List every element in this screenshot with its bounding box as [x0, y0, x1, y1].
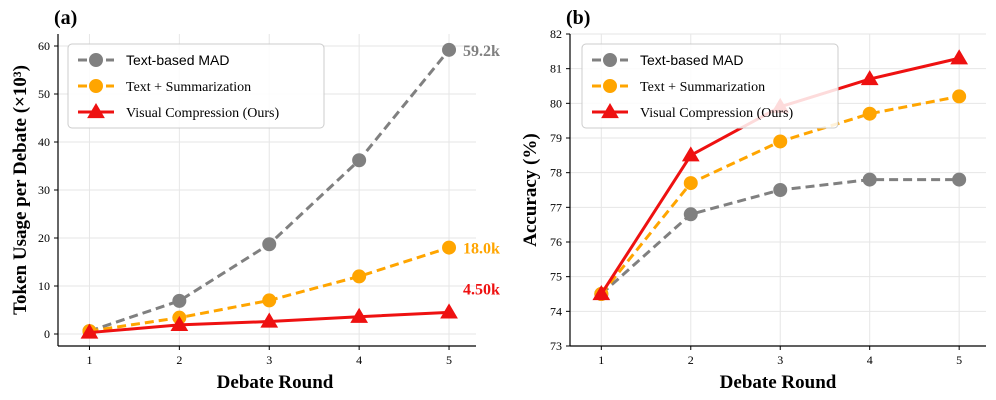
- y-axis-title: Token Usage per Debate (×10³): [10, 65, 31, 315]
- y-axis-title: Accuracy (%): [520, 133, 541, 246]
- legend: Text-based MAD Text + Summarization Visual…: [581, 43, 839, 129]
- y-tick-label: 78: [550, 166, 562, 180]
- x-tick-label: 5: [956, 353, 962, 367]
- legend-marker: [89, 53, 103, 67]
- data-point: [592, 285, 611, 301]
- y-tick-label: 74: [550, 304, 562, 318]
- end-labels: 59.2k 18.0k 4.50k: [463, 43, 500, 299]
- x-tick-label: 1: [86, 353, 92, 367]
- panel-label-a: (a): [54, 7, 77, 29]
- y-tick-label: 76: [550, 235, 562, 249]
- x-tick-label: 3: [266, 353, 272, 367]
- legend-entry: Text + Summarization: [592, 79, 765, 95]
- data-point: [80, 323, 99, 339]
- end-label: 59.2k: [463, 43, 500, 60]
- legend-label: Text + Summarization: [126, 80, 251, 95]
- legend-marker: [603, 79, 617, 93]
- y-tick-label: 0: [44, 327, 50, 341]
- data-point: [170, 315, 189, 331]
- x-tick-label: 4: [867, 353, 873, 367]
- data-point: [773, 183, 788, 197]
- data-point: [442, 240, 457, 255]
- y-tick-label: 75: [550, 270, 562, 284]
- series-lines: [80, 42, 458, 339]
- accuracy-chart: (b) 1 2 3 4 5 73 74 75 76 77 78 79 80 81 82 Text-based…: [520, 7, 986, 393]
- x-tick-label: 4: [356, 353, 362, 367]
- y-tick-label: 20: [38, 231, 50, 245]
- legend-label: Visual Compression (Ours): [126, 106, 279, 121]
- y-tick-label: 82: [550, 27, 562, 41]
- y-tick-label: 81: [550, 62, 562, 76]
- legend-marker: [601, 103, 619, 119]
- data-point: [950, 49, 969, 65]
- data-point: [952, 172, 967, 187]
- data-point: [952, 89, 967, 104]
- legend-marker: [89, 79, 103, 93]
- legend-entry: Text + Summarization: [78, 79, 251, 95]
- y-tick-label: 50: [38, 87, 50, 101]
- data-point: [262, 293, 277, 308]
- series-visual-compression-ours: [80, 303, 458, 339]
- data-point: [683, 207, 698, 222]
- legend-entry: Text-based MAD: [78, 52, 229, 68]
- data-point: [860, 70, 879, 86]
- x-tick-label: 5: [446, 353, 452, 367]
- y-tick-label: 40: [38, 135, 50, 149]
- data-point: [260, 312, 279, 328]
- data-point: [352, 153, 367, 168]
- legend-entry: Visual Compression (Ours): [592, 103, 793, 121]
- y-tick-label: 73: [550, 339, 562, 353]
- data-point: [262, 237, 277, 252]
- data-point: [442, 42, 457, 57]
- panel-label-b: (b): [566, 7, 590, 29]
- y-tick-label: 10: [38, 279, 50, 293]
- data-point: [862, 172, 877, 187]
- tick-labels: 1 2 3 4 5 73 74 75 76 77 78 79 80 81 82: [550, 27, 962, 367]
- y-tick-label: 30: [38, 183, 50, 197]
- x-tick-label: 3: [777, 353, 783, 367]
- legend-marker: [603, 53, 617, 67]
- series-text-summarization: [594, 89, 967, 301]
- data-point: [683, 176, 698, 191]
- legend-label: Visual Compression (Ours): [640, 106, 793, 121]
- data-point: [350, 307, 369, 323]
- legend: Text-based MAD Text + Summarization Visual…: [67, 43, 325, 129]
- x-tick-label: 2: [688, 353, 694, 367]
- legend-box: [67, 43, 325, 129]
- data-point: [440, 303, 458, 319]
- x-tick-label: 2: [176, 353, 182, 367]
- data-point: [773, 134, 788, 149]
- data-point: [862, 106, 877, 121]
- x-tick-label: 1: [598, 353, 604, 367]
- y-tick-label: 80: [550, 96, 562, 110]
- data-point: [681, 146, 700, 162]
- legend-label: Text + Summarization: [640, 80, 765, 95]
- axes: [569, 34, 986, 347]
- x-axis-title: Debate Round: [720, 372, 837, 393]
- data-point: [172, 293, 187, 308]
- legend-entry: Visual Compression (Ours): [78, 103, 279, 121]
- legend-marker: [87, 103, 105, 119]
- end-label: 18.0k: [463, 241, 500, 258]
- y-tick-label: 79: [550, 131, 562, 145]
- legend-label: Text-based MAD: [126, 52, 229, 68]
- legend-label: Text-based MAD: [640, 52, 743, 68]
- x-axis-title: Debate Round: [217, 372, 334, 393]
- data-point: [352, 269, 367, 284]
- y-tick-label: 77: [550, 200, 562, 214]
- y-tick-label: 60: [38, 39, 50, 53]
- series-text-based-mad: [82, 42, 457, 339]
- end-label: 4.50k: [463, 281, 500, 298]
- legend-entry: Text-based MAD: [592, 52, 743, 68]
- legend-box: [581, 43, 839, 129]
